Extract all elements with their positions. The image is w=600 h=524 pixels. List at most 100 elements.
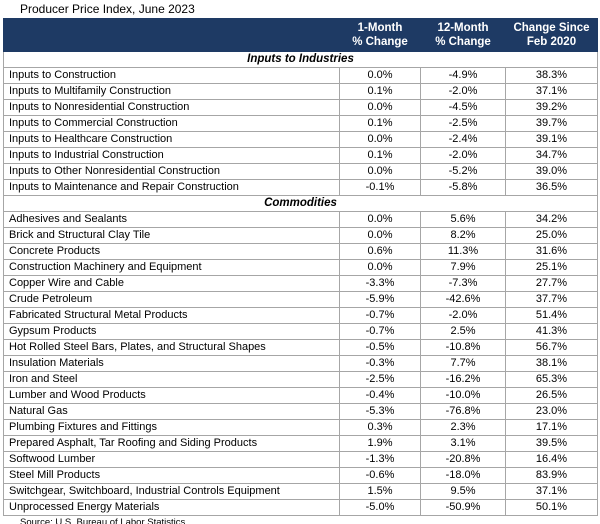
row-value-cell: 39.5%: [505, 435, 598, 452]
table-row: Natural Gas -5.3% -76.8% 23.0%: [3, 403, 598, 420]
table-row: Adhesives and Sealants 0.0% 5.6% 34.2%: [3, 211, 598, 228]
row-value-cell: 0.1%: [339, 83, 421, 100]
row-value-cell: -0.4%: [339, 387, 421, 404]
table-row: Construction Machinery and Equipment 0.0%…: [3, 259, 598, 276]
row-value-cell: -10.8%: [420, 339, 506, 356]
table-row: Prepared Asphalt, Tar Roofing and Siding…: [3, 435, 598, 452]
row-value-cell: 0.0%: [339, 67, 421, 84]
header-1-month-line1: 1-Month: [357, 22, 403, 34]
table-row: Iron and Steel -2.5% -16.2% 65.3%: [3, 371, 598, 388]
header-1-month: 1-Month % Change: [339, 18, 421, 52]
table-row: Inputs to Industrial Construction 0.1% -2.…: [3, 147, 598, 164]
table-row: Inputs to Multifamily Construction 0.1% -2…: [3, 83, 598, 100]
row-label-cell: Unprocessed Energy Materials: [3, 499, 340, 516]
table-row: Fabricated Structural Metal Products -0.7…: [3, 307, 598, 324]
row-label-cell: Prepared Asphalt, Tar Roofing and Siding…: [3, 435, 340, 452]
header-12-month-line1: 12-Month: [437, 22, 489, 34]
row-value-cell: 0.0%: [339, 227, 421, 244]
page-title: Producer Price Index, June 2023: [20, 2, 195, 16]
row-value-cell: 56.7%: [505, 339, 598, 356]
row-value-cell: 0.1%: [339, 115, 421, 132]
row-label-cell: Inputs to Construction: [3, 67, 340, 84]
row-value-cell: -2.5%: [420, 115, 506, 132]
row-value-cell: 34.2%: [505, 211, 598, 228]
table-row: Inputs to Other Nonresidential Construct…: [3, 163, 598, 180]
row-value-cell: -5.2%: [420, 163, 506, 180]
row-label-cell: Inputs to Industrial Construction: [3, 147, 340, 164]
row-value-cell: -0.6%: [339, 467, 421, 484]
row-value-cell: 36.5%: [505, 179, 598, 196]
section-header-label: Inputs to Industries: [3, 51, 598, 68]
row-value-cell: -76.8%: [420, 403, 506, 420]
row-value-cell: 38.1%: [505, 355, 598, 372]
row-value-cell: -5.9%: [339, 291, 421, 308]
row-value-cell: 27.7%: [505, 275, 598, 292]
row-value-cell: 17.1%: [505, 419, 598, 436]
row-label-cell: Adhesives and Sealants: [3, 211, 340, 228]
row-value-cell: 39.7%: [505, 115, 598, 132]
row-value-cell: -18.0%: [420, 467, 506, 484]
section-header-label: Commodities: [3, 195, 598, 212]
row-label-cell: Inputs to Multifamily Construction: [3, 83, 340, 100]
row-value-cell: 2.5%: [420, 323, 506, 340]
row-label-cell: Plumbing Fixtures and Fittings: [3, 419, 340, 436]
row-value-cell: 37.1%: [505, 483, 598, 500]
row-label-cell: Softwood Lumber: [3, 451, 340, 468]
table-row: Insulation Materials -0.3% 7.7% 38.1%: [3, 355, 598, 372]
header-change-since-feb-2020: Change Since Feb 2020: [505, 18, 598, 52]
row-value-cell: 0.6%: [339, 243, 421, 260]
row-value-cell: 0.3%: [339, 419, 421, 436]
table-row: Plumbing Fixtures and Fittings 0.3% 2.3% 17…: [3, 419, 598, 436]
row-value-cell: -5.3%: [339, 403, 421, 420]
table-row: Copper Wire and Cable -3.3% -7.3% 27.7%: [3, 275, 598, 292]
row-value-cell: -0.1%: [339, 179, 421, 196]
row-label-cell: Brick and Structural Clay Tile: [3, 227, 340, 244]
row-value-cell: -7.3%: [420, 275, 506, 292]
table-row: Unprocessed Energy Materials -5.0% -50.9% 5…: [3, 499, 598, 516]
row-label-cell: Concrete Products: [3, 243, 340, 260]
row-label-cell: Natural Gas: [3, 403, 340, 420]
row-value-cell: -3.3%: [339, 275, 421, 292]
row-label-cell: Inputs to Commercial Construction: [3, 115, 340, 132]
table-body: Inputs to Industries Inputs to Constructi…: [3, 51, 598, 516]
row-value-cell: -20.8%: [420, 451, 506, 468]
row-value-cell: 0.1%: [339, 147, 421, 164]
table-row: Crude Petroleum -5.9% -42.6% 37.7%: [3, 291, 598, 308]
row-label-cell: Insulation Materials: [3, 355, 340, 372]
table-row: Inputs to Nonresidential Construction 0.0…: [3, 99, 598, 116]
row-value-cell: 5.6%: [420, 211, 506, 228]
row-value-cell: -0.7%: [339, 323, 421, 340]
table-row: Inputs to Commercial Construction 0.1% -2.…: [3, 115, 598, 132]
row-label-cell: Inputs to Healthcare Construction: [3, 131, 340, 148]
row-label-cell: Inputs to Other Nonresidential Construct…: [3, 163, 340, 180]
row-value-cell: 0.0%: [339, 99, 421, 116]
table-row: Softwood Lumber -1.3% -20.8% 16.4%: [3, 451, 598, 468]
row-label-cell: Switchgear, Switchboard, Industrial Cont…: [3, 483, 340, 500]
row-value-cell: 31.6%: [505, 243, 598, 260]
row-value-cell: 39.0%: [505, 163, 598, 180]
row-value-cell: 34.7%: [505, 147, 598, 164]
row-label-cell: Inputs to Maintenance and Repair Constru…: [3, 179, 340, 196]
row-value-cell: 3.1%: [420, 435, 506, 452]
row-value-cell: -50.9%: [420, 499, 506, 516]
row-value-cell: -0.7%: [339, 307, 421, 324]
row-value-cell: 0.0%: [339, 163, 421, 180]
row-value-cell: 0.0%: [339, 259, 421, 276]
header-12-month: 12-Month % Change: [420, 18, 506, 52]
row-value-cell: -0.5%: [339, 339, 421, 356]
row-value-cell: 1.5%: [339, 483, 421, 500]
row-value-cell: -42.6%: [420, 291, 506, 308]
table-row: Concrete Products 0.6% 11.3% 31.6%: [3, 243, 598, 260]
row-value-cell: 0.0%: [339, 211, 421, 228]
row-value-cell: 7.9%: [420, 259, 506, 276]
row-value-cell: -5.8%: [420, 179, 506, 196]
row-value-cell: -0.3%: [339, 355, 421, 372]
row-label-cell: Fabricated Structural Metal Products: [3, 307, 340, 324]
row-value-cell: -16.2%: [420, 371, 506, 388]
row-value-cell: 51.4%: [505, 307, 598, 324]
table-header-row: 1-Month % Change 12-Month % Change Chang…: [3, 18, 598, 52]
row-value-cell: -2.0%: [420, 307, 506, 324]
row-value-cell: 39.2%: [505, 99, 598, 116]
row-label-cell: Crude Petroleum: [3, 291, 340, 308]
